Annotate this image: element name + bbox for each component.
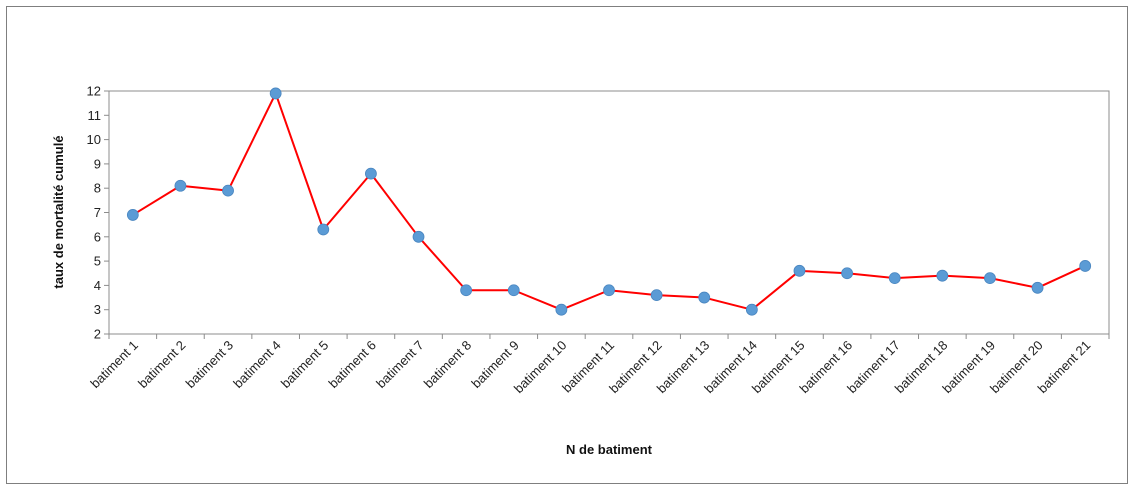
data-point [126, 209, 139, 221]
data-point [412, 230, 425, 243]
data-point [793, 264, 806, 277]
data-point [841, 267, 853, 280]
series-layer [126, 87, 1092, 316]
y-axis-title: taux de mortalité cumulé [51, 135, 66, 288]
y-tick-label: 4 [94, 278, 101, 293]
data-point [222, 184, 234, 197]
data-point [603, 284, 615, 297]
x-tick-label: batiment 8 [421, 338, 475, 392]
data-point [460, 284, 473, 297]
x-tick-label: batiment 5 [278, 338, 332, 392]
x-axis-title: N de batiment [566, 442, 653, 457]
y-tick-label: 5 [94, 254, 101, 269]
y-tick-label: 3 [94, 302, 101, 317]
data-point [1079, 260, 1092, 272]
data-point [888, 272, 901, 285]
x-tick-label: batiment 7 [373, 338, 427, 392]
y-axis: 2 3 4 5 6 7 8 9 10 11 12 [87, 84, 109, 342]
x-tick-label: batiment 6 [325, 338, 379, 392]
data-point [269, 87, 282, 100]
data-point [174, 179, 187, 192]
data-point [936, 269, 949, 282]
x-tick-label: batiment 1 [87, 338, 141, 392]
data-point [365, 167, 377, 180]
y-tick-label: 10 [87, 132, 101, 147]
x-tick-label: batiment 3 [183, 338, 237, 392]
y-tick-label: 7 [94, 205, 101, 220]
y-tick-label: 11 [88, 108, 102, 123]
y-tick-label: 9 [94, 156, 101, 171]
data-point [507, 284, 520, 297]
data-point [650, 289, 663, 302]
y-tick-label: 12 [87, 84, 101, 99]
y-tick-label: 8 [94, 181, 101, 196]
x-tick-label: batiment 2 [135, 338, 189, 392]
data-point [1031, 281, 1044, 294]
data-point [745, 303, 758, 316]
y-tick-label: 2 [94, 327, 101, 342]
data-point [984, 272, 996, 285]
data-point [555, 303, 568, 316]
data-point [317, 223, 330, 236]
x-tick-label: batiment 4 [230, 338, 284, 392]
data-point [698, 291, 711, 304]
y-tick-label: 6 [94, 229, 101, 244]
